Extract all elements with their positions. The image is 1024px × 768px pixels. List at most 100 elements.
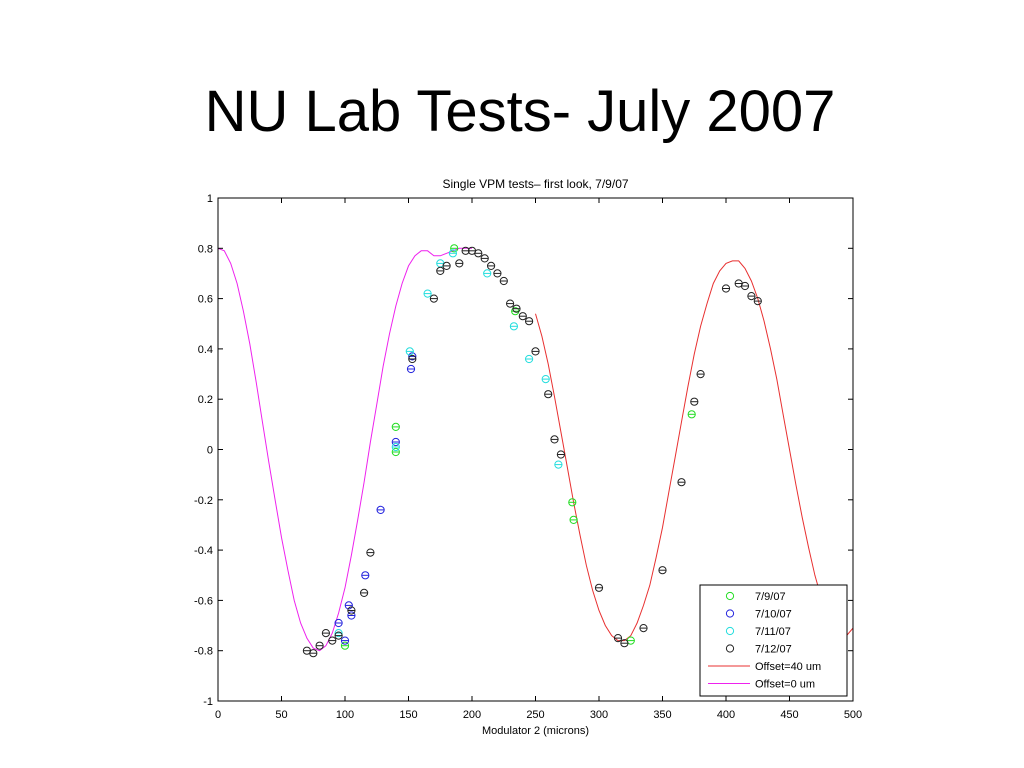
data-point bbox=[391, 437, 400, 447]
legend-box bbox=[699, 584, 848, 697]
data-point bbox=[721, 284, 731, 293]
data-point bbox=[569, 515, 578, 525]
data-point bbox=[639, 624, 648, 633]
data-point bbox=[480, 254, 489, 263]
data-point bbox=[677, 478, 686, 487]
y-tick-label: -0.4 bbox=[194, 545, 213, 557]
x-tick-label: 300 bbox=[590, 709, 608, 721]
data-point bbox=[740, 281, 750, 291]
data-point bbox=[391, 447, 400, 457]
y-tick-label: -0.6 bbox=[194, 595, 213, 607]
data-point bbox=[448, 249, 457, 258]
data-point bbox=[442, 261, 451, 270]
x-tick-label: 450 bbox=[780, 709, 798, 721]
data-point bbox=[556, 450, 566, 459]
x-tick-label: 250 bbox=[526, 709, 544, 721]
legend-label: 7/9/07 bbox=[755, 591, 786, 603]
chart-title: Single VPM tests– first look, 7/9/07 bbox=[442, 177, 628, 191]
x-tick-label: 500 bbox=[844, 709, 862, 721]
data-point bbox=[328, 636, 337, 645]
y-tick-label: -0.2 bbox=[194, 495, 213, 507]
series-line-0 bbox=[535, 260, 853, 642]
legend-marker bbox=[725, 609, 735, 618]
legend-label: Offset=0 um bbox=[755, 679, 815, 691]
legend-label: 7/12/07 bbox=[755, 644, 792, 656]
data-point bbox=[544, 390, 553, 399]
data-point bbox=[423, 289, 432, 298]
data-point bbox=[493, 269, 502, 278]
data-point bbox=[334, 631, 343, 640]
data-point bbox=[594, 583, 604, 592]
legend-label: Offset=40 um bbox=[755, 661, 821, 673]
data-point bbox=[429, 294, 438, 303]
data-point bbox=[658, 566, 667, 575]
series-line-1 bbox=[218, 247, 472, 652]
y-tick-label: 0.4 bbox=[198, 344, 213, 356]
data-point bbox=[483, 269, 492, 278]
data-point bbox=[487, 261, 496, 270]
x-tick-label: 200 bbox=[463, 709, 481, 721]
data-point bbox=[525, 317, 534, 326]
data-point bbox=[450, 244, 459, 253]
data-point bbox=[541, 375, 550, 384]
data-point bbox=[344, 601, 353, 610]
data-point bbox=[436, 266, 445, 275]
data-point bbox=[391, 442, 400, 452]
data-point bbox=[568, 498, 577, 507]
data-point bbox=[474, 249, 483, 258]
y-tick-label: 0 bbox=[207, 445, 213, 457]
x-tick-label: 150 bbox=[399, 709, 417, 721]
data-point bbox=[499, 276, 508, 286]
slide-title: NU Lab Tests- July 2007 bbox=[204, 79, 836, 144]
data-point bbox=[512, 304, 521, 313]
data-point bbox=[525, 354, 534, 364]
data-point bbox=[347, 611, 356, 620]
data-point bbox=[620, 639, 629, 648]
x-tick-label: 400 bbox=[717, 709, 735, 721]
x-tick-label: 100 bbox=[336, 709, 354, 721]
data-point bbox=[309, 649, 318, 658]
data-point bbox=[687, 410, 696, 419]
data-point bbox=[690, 397, 699, 406]
legend-label: 7/11/07 bbox=[755, 626, 791, 638]
data-point bbox=[455, 259, 464, 268]
data-point bbox=[340, 636, 350, 645]
y-tick-label: 0.2 bbox=[198, 394, 213, 406]
data-point bbox=[408, 354, 417, 364]
data-point bbox=[531, 347, 540, 356]
legend-marker bbox=[725, 626, 735, 636]
data-point bbox=[554, 460, 563, 469]
y-tick-label: 0.6 bbox=[198, 294, 213, 306]
data-point bbox=[334, 618, 343, 628]
x-tick-label: 0 bbox=[215, 709, 221, 721]
data-point bbox=[321, 629, 330, 638]
data-point bbox=[340, 641, 350, 650]
data-point bbox=[518, 312, 527, 321]
data-point bbox=[747, 292, 756, 301]
data-point bbox=[347, 606, 356, 615]
data-point bbox=[696, 370, 705, 379]
x-tick-label: 350 bbox=[653, 709, 671, 721]
data-point bbox=[361, 571, 370, 580]
data-point bbox=[405, 347, 414, 356]
x-axis-label: Modulator 2 (microns) bbox=[482, 725, 589, 737]
data-point bbox=[509, 322, 519, 331]
data-point bbox=[406, 364, 416, 374]
data-point bbox=[753, 297, 762, 306]
y-tick-label: 0.8 bbox=[198, 243, 213, 255]
data-point bbox=[360, 588, 369, 598]
legend-marker bbox=[725, 644, 735, 653]
data-point bbox=[613, 634, 623, 643]
data-point bbox=[391, 422, 400, 431]
data-point bbox=[506, 299, 515, 308]
data-point bbox=[550, 435, 559, 444]
data-point bbox=[315, 641, 324, 650]
y-tick-label: 1 bbox=[207, 193, 213, 205]
y-tick-label: -1 bbox=[203, 696, 213, 708]
legend-label: 7/10/07 bbox=[755, 609, 792, 621]
data-point bbox=[366, 548, 375, 557]
legend-marker bbox=[725, 591, 735, 601]
x-tick-label: 50 bbox=[275, 709, 287, 721]
y-tick-label: -0.8 bbox=[194, 646, 213, 658]
